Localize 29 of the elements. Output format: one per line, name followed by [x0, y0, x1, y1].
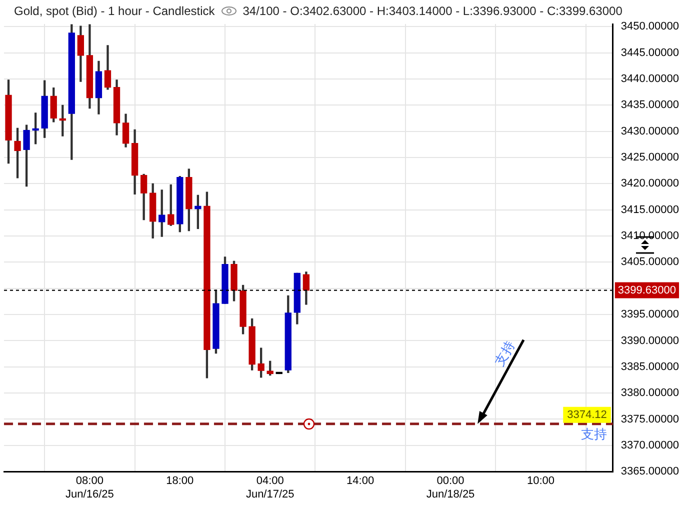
y-tick-label: 3365.00000 — [620, 466, 680, 478]
x-tick-label: 14:00 — [346, 475, 374, 488]
y-tick-label: 3395.00000 — [620, 308, 680, 321]
y-tick-label: 3445.00000 — [620, 46, 680, 59]
y-tick-label: 3440.00000 — [620, 73, 680, 85]
x-tick-label: 08:00 Jun/16/25 — [66, 475, 114, 500]
x-tick-label: 00:00 Jun/18/25 — [426, 475, 475, 500]
x-tick-label: 04:00 Jun/17/25 — [246, 475, 294, 500]
y-tick-label: 3405.00000 — [620, 256, 680, 268]
y-tick-label: 3450.00000 — [620, 20, 680, 33]
x-tick-label: 18:00 — [166, 475, 194, 488]
y-tick-label: 3435.00000 — [620, 99, 680, 112]
annotation: 支持 — [580, 428, 607, 443]
y-tick-label: 3375.00000 — [620, 413, 680, 426]
annotation: 支持 — [492, 338, 518, 369]
y-tick-label: 3390.00000 — [620, 334, 680, 347]
chart-subtitle: 34/100 - O:3402.63000 - H:3403.14000 - L:3396.93000 - C:3399.63000 — [242, 4, 622, 18]
y-tick-label: 3425.00000 — [620, 152, 680, 164]
ref-line-label: 3374.12 — [567, 408, 607, 421]
y-tick-label: 3385.00000 — [620, 360, 680, 373]
y-tick-label: 3380.00000 — [620, 387, 680, 400]
y-tick-label: 3415.00000 — [620, 204, 680, 216]
y-tick-label: 3420.00000 — [620, 178, 680, 190]
x-tick-label: 10:00 — [526, 475, 554, 488]
y-tick-label: 3410.00000 — [620, 230, 680, 242]
y-tick-label: 3430.00000 — [620, 125, 680, 138]
ref-line-label: 3399.63000 — [618, 284, 676, 296]
y-tick-label: 3370.00000 — [620, 439, 680, 452]
chart-title: Gold, spot (Bid) - 1 hour - Candlestick — [14, 4, 215, 18]
